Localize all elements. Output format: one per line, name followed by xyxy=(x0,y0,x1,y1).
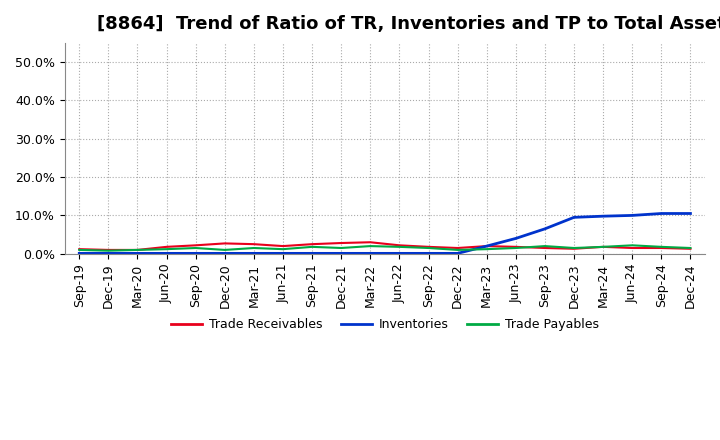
Trade Receivables xyxy=(686,246,695,251)
Inventories xyxy=(104,251,113,256)
Trade Receivables xyxy=(75,246,84,252)
Trade Payables xyxy=(279,246,287,252)
Inventories xyxy=(454,251,462,256)
Trade Payables xyxy=(657,244,666,249)
Legend: Trade Receivables, Inventories, Trade Payables: Trade Receivables, Inventories, Trade Pa… xyxy=(166,313,603,336)
Trade Payables xyxy=(307,244,316,249)
Trade Receivables xyxy=(454,246,462,251)
Trade Payables xyxy=(162,246,171,252)
Trade Receivables xyxy=(104,247,113,253)
Trade Receivables xyxy=(337,240,346,246)
Trade Payables xyxy=(628,243,636,248)
Trade Receivables xyxy=(657,246,666,251)
Trade Receivables xyxy=(482,243,491,249)
Trade Receivables xyxy=(307,242,316,247)
Trade Payables xyxy=(104,248,113,253)
Inventories xyxy=(482,243,491,249)
Trade Receivables xyxy=(220,241,229,246)
Trade Payables xyxy=(75,247,84,253)
Inventories xyxy=(570,215,578,220)
Trade Payables xyxy=(454,247,462,253)
Inventories xyxy=(686,211,695,216)
Inventories xyxy=(162,251,171,256)
Trade Payables xyxy=(337,246,346,251)
Line: Trade Receivables: Trade Receivables xyxy=(79,242,690,250)
Trade Payables xyxy=(395,244,404,249)
Trade Receivables xyxy=(541,246,549,251)
Trade Receivables xyxy=(366,240,374,245)
Trade Receivables xyxy=(511,244,520,249)
Trade Payables xyxy=(192,246,200,251)
Trade Receivables xyxy=(395,243,404,248)
Inventories xyxy=(424,251,433,256)
Inventories xyxy=(628,213,636,218)
Trade Payables xyxy=(220,247,229,253)
Inventories xyxy=(366,251,374,256)
Inventories xyxy=(337,251,346,256)
Inventories xyxy=(657,211,666,216)
Inventories xyxy=(279,251,287,256)
Trade Payables xyxy=(599,244,608,249)
Trade Payables xyxy=(570,246,578,251)
Trade Receivables xyxy=(250,242,258,247)
Inventories xyxy=(250,251,258,256)
Trade Receivables xyxy=(133,247,142,253)
Trade Receivables xyxy=(279,243,287,249)
Line: Inventories: Inventories xyxy=(79,213,690,253)
Inventories xyxy=(133,251,142,256)
Inventories xyxy=(599,213,608,219)
Trade Receivables xyxy=(162,244,171,249)
Line: Trade Payables: Trade Payables xyxy=(79,246,690,251)
Inventories xyxy=(307,251,316,256)
Trade Payables xyxy=(250,246,258,251)
Inventories xyxy=(511,236,520,241)
Trade Receivables xyxy=(192,243,200,248)
Trade Receivables xyxy=(570,246,578,251)
Inventories xyxy=(541,226,549,231)
Inventories xyxy=(192,251,200,256)
Text: [8864]  Trend of Ratio of TR, Inventories and TP to Total Assets: [8864] Trend of Ratio of TR, Inventories… xyxy=(96,15,720,33)
Trade Payables xyxy=(511,246,520,251)
Trade Payables xyxy=(541,243,549,249)
Trade Payables xyxy=(133,247,142,253)
Inventories xyxy=(75,251,84,256)
Trade Receivables xyxy=(424,244,433,249)
Trade Receivables xyxy=(628,246,636,251)
Trade Payables xyxy=(686,246,695,251)
Inventories xyxy=(220,251,229,256)
Trade Receivables xyxy=(599,244,608,249)
Trade Payables xyxy=(482,246,491,252)
Inventories xyxy=(395,251,404,256)
Trade Payables xyxy=(366,243,374,249)
Trade Payables xyxy=(424,246,433,251)
